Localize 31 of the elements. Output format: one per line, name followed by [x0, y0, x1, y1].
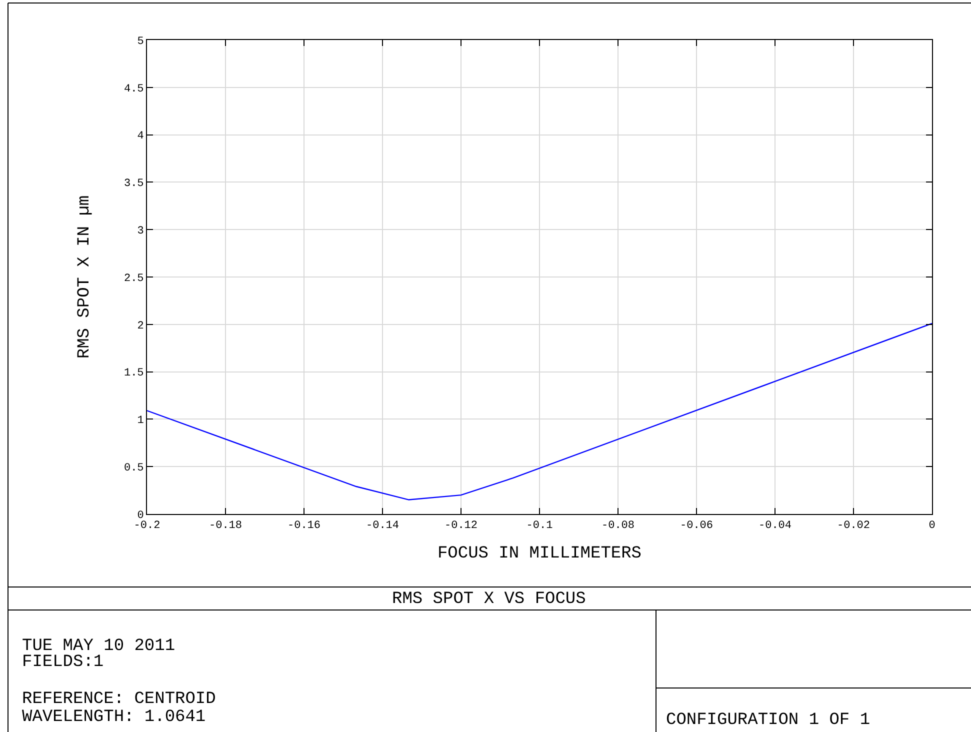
x-tick-label: -0.14 [366, 520, 400, 532]
text: WAVELENGTH: 1.0641 [22, 708, 206, 727]
x-tick-label: -0.12 [444, 520, 478, 532]
x-tick-label: -0.16 [287, 520, 321, 532]
y-tick-label: 0 [137, 510, 144, 522]
y-tick-label: 3 [137, 225, 144, 238]
y-tick-label: 5 [137, 36, 144, 48]
x-tick-label: 0 [928, 520, 936, 532]
y-axis-title: RMS SPOT X IN µm [76, 195, 95, 359]
text: CONFIGURATION 1 OF 1 [666, 711, 870, 730]
y-tick-label: 1.5 [124, 368, 144, 380]
x-tick-label: -0.18 [208, 520, 242, 532]
x-axis-title: FOCUS IN MILLIMETERS [437, 544, 642, 564]
y-tick-label: 3.5 [124, 178, 144, 190]
x-tick-label: -0.2 [134, 520, 160, 532]
text: FIELDS:1 [22, 653, 104, 672]
y-tick-label: 0.5 [124, 462, 144, 474]
x-tick-label: -0.1 [526, 520, 554, 532]
text: TUE MAY 10 2011 [22, 637, 176, 656]
y-tick-label: 2 [137, 320, 144, 332]
y-tick-label: 2.5 [124, 272, 144, 285]
text: REFERENCE: CENTROID [22, 690, 216, 709]
y-tick-label: 4 [137, 130, 144, 143]
x-tick-label: -0.06 [680, 520, 714, 532]
x-tick-label: -0.04 [758, 520, 792, 532]
x-tick-label: -0.08 [601, 520, 635, 532]
y-tick-label: 1 [137, 415, 144, 428]
y-tick-label: 4.5 [124, 83, 144, 96]
line-series [147, 322, 932, 500]
text: RMS SPOT X VS FOCUS [392, 590, 586, 609]
x-tick-label: -0.02 [836, 520, 870, 532]
